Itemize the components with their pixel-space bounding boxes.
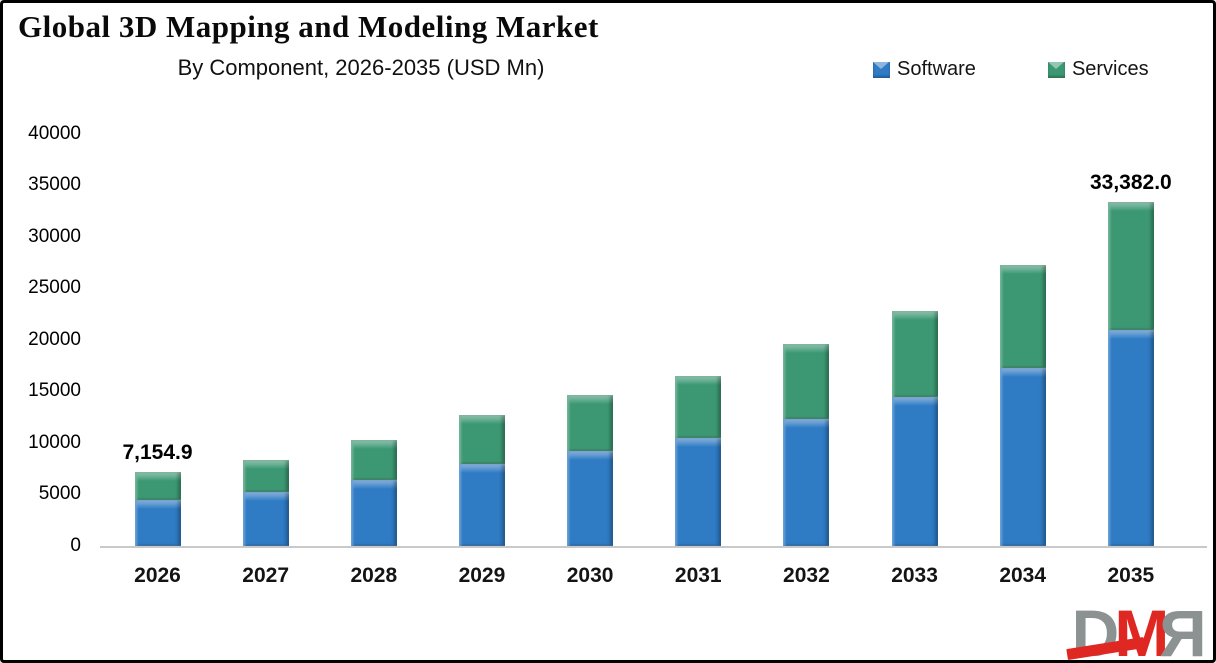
legend-swatch-software <box>873 61 890 78</box>
x-tick-label-2029: 2029 <box>458 564 506 587</box>
legend-item-services: Services <box>1047 58 1149 81</box>
logo-letter-m: M <box>1114 596 1169 663</box>
bar-2028-software <box>350 479 397 546</box>
chart-subtitle: By Component, 2026-2035 (USD Mn) <box>177 55 545 80</box>
x-tick-label-2031: 2031 <box>674 564 722 587</box>
y-tick-label: 35000 <box>28 174 81 196</box>
x-tick-label-2035: 2035 <box>1107 564 1155 587</box>
bar-2033 <box>891 310 938 546</box>
bar-2027-software <box>242 491 289 546</box>
data-label-2035: 33,382.0 <box>1089 170 1172 194</box>
legend-swatch-services <box>1047 61 1065 78</box>
y-tick-label: 30000 <box>28 225 81 247</box>
x-tick-label-2030: 2030 <box>566 564 614 587</box>
bar-2031-software <box>675 437 722 546</box>
bar-2032 <box>783 343 830 546</box>
bar-2034 <box>999 264 1046 546</box>
y-tick-label: 25000 <box>28 277 81 299</box>
bar-2034-software <box>999 367 1046 546</box>
legend-label: Services <box>1071 58 1149 80</box>
logo-letter-r: R <box>1164 596 1207 663</box>
bar-2030-services <box>567 394 614 451</box>
bar-2028 <box>350 439 397 546</box>
bar-2028-services <box>350 439 397 480</box>
bar-2035 <box>1107 201 1154 546</box>
bar-2026-software <box>134 499 181 546</box>
bar-2026 <box>134 472 181 546</box>
y-tick-label: 20000 <box>28 328 81 350</box>
chart-title: Global 3D Mapping and Modeling Market <box>18 9 599 44</box>
bar-2031-services <box>675 375 722 438</box>
data-label-2026: 7,154.9 <box>122 441 193 465</box>
bar-2030 <box>567 394 614 546</box>
bar-2027-services <box>242 459 289 492</box>
x-tick-label-2026: 2026 <box>134 564 181 587</box>
x-tick-label-2028: 2028 <box>350 564 398 587</box>
x-tick-label-2027: 2027 <box>242 564 289 587</box>
y-tick-label: 0 <box>70 535 81 556</box>
bar-2032-services <box>783 343 830 419</box>
bar-2035-software <box>1107 329 1154 546</box>
bar-2033-software <box>891 396 938 546</box>
x-tick-label-2033: 2033 <box>891 564 938 587</box>
bar-2034-services <box>999 264 1046 368</box>
bar-2031 <box>675 375 722 546</box>
y-tick-label: 10000 <box>28 431 81 453</box>
y-tick-label: 5000 <box>38 483 81 505</box>
dmr-logo: DMR <box>1065 596 1207 663</box>
bar-2035-services <box>1107 201 1154 330</box>
y-tick-label: 40000 <box>28 122 81 144</box>
x-tick-label-2034: 2034 <box>999 564 1047 587</box>
bar-2029 <box>458 414 505 546</box>
bar-2032-software <box>783 418 830 546</box>
bar-2029-software <box>458 463 505 546</box>
legend-item-software: Software <box>873 58 976 81</box>
bar-2027 <box>242 459 289 546</box>
bar-2030-software <box>567 450 614 546</box>
bar-2029-services <box>458 414 505 464</box>
x-tick-label-2032: 2032 <box>783 564 830 587</box>
x-axis-line <box>100 546 1207 548</box>
legend: Software Services <box>873 58 1149 81</box>
legend-label: Software <box>897 58 976 80</box>
bar-2033-services <box>891 310 938 397</box>
bar-2026-services <box>134 472 181 500</box>
y-tick-label: 15000 <box>28 380 81 402</box>
